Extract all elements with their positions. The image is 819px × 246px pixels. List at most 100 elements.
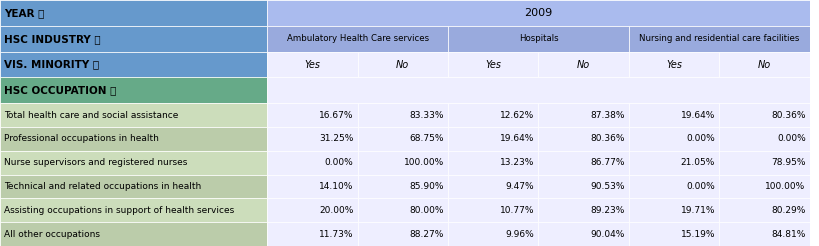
Text: Professional occupations in health: Professional occupations in health — [4, 135, 159, 143]
Bar — [538, 127, 629, 151]
Text: VIS. MINORITY ⓘ: VIS. MINORITY ⓘ — [4, 60, 99, 70]
Bar — [358, 199, 448, 222]
Text: 13.23%: 13.23% — [500, 158, 534, 167]
Text: 100.00%: 100.00% — [404, 158, 444, 167]
Text: 19.64%: 19.64% — [500, 135, 534, 143]
Bar — [719, 222, 810, 246]
Bar — [719, 175, 810, 199]
Bar — [0, 103, 267, 127]
Bar — [538, 199, 629, 222]
Bar — [629, 52, 719, 77]
Bar — [629, 127, 719, 151]
Text: 14.10%: 14.10% — [319, 182, 354, 191]
Bar — [0, 175, 267, 199]
Text: 78.95%: 78.95% — [771, 158, 806, 167]
Bar — [358, 127, 448, 151]
Text: HSC INDUSTRY ⓘ: HSC INDUSTRY ⓘ — [4, 34, 101, 44]
Bar — [629, 222, 719, 246]
Bar — [358, 151, 448, 175]
Text: Nursing and residential care facilities: Nursing and residential care facilities — [639, 34, 799, 43]
Bar — [629, 151, 719, 175]
Text: Nurse supervisors and registered nurses: Nurse supervisors and registered nurses — [4, 158, 188, 167]
Text: 0.00%: 0.00% — [686, 135, 715, 143]
Text: HSC OCCUPATION ⓘ: HSC OCCUPATION ⓘ — [4, 85, 116, 95]
Text: 31.25%: 31.25% — [319, 135, 354, 143]
Text: 0.00%: 0.00% — [777, 135, 806, 143]
Text: 12.62%: 12.62% — [500, 111, 534, 120]
Bar — [719, 52, 810, 77]
Text: 10.77%: 10.77% — [500, 206, 534, 215]
Text: 90.53%: 90.53% — [590, 182, 625, 191]
Text: 100.00%: 100.00% — [766, 182, 806, 191]
Text: 15.19%: 15.19% — [681, 230, 715, 239]
Bar — [538, 222, 629, 246]
Text: No: No — [758, 60, 771, 70]
Text: All other occupations: All other occupations — [4, 230, 100, 239]
Text: Ambulatory Health Care services: Ambulatory Health Care services — [287, 34, 428, 43]
Bar — [267, 77, 810, 103]
Text: 87.38%: 87.38% — [590, 111, 625, 120]
Bar — [629, 175, 719, 199]
Text: 19.64%: 19.64% — [681, 111, 715, 120]
Bar — [0, 77, 267, 103]
Text: 9.47%: 9.47% — [506, 182, 534, 191]
Bar — [267, 222, 358, 246]
Bar — [448, 222, 538, 246]
Text: 11.73%: 11.73% — [319, 230, 354, 239]
Bar — [358, 175, 448, 199]
Bar — [538, 103, 629, 127]
Bar — [719, 199, 810, 222]
Bar — [358, 222, 448, 246]
Text: 2009: 2009 — [524, 8, 553, 18]
Text: 80.29%: 80.29% — [771, 206, 806, 215]
Bar — [448, 127, 538, 151]
Bar — [0, 52, 267, 77]
Text: 90.04%: 90.04% — [590, 230, 625, 239]
Text: 0.00%: 0.00% — [325, 158, 354, 167]
Bar — [629, 26, 810, 52]
Bar — [448, 103, 538, 127]
Bar — [267, 0, 810, 26]
Text: 9.96%: 9.96% — [505, 230, 534, 239]
Bar — [448, 199, 538, 222]
Text: No: No — [396, 60, 410, 70]
Bar — [267, 26, 448, 52]
Text: 80.00%: 80.00% — [410, 206, 444, 215]
Bar — [0, 199, 267, 222]
Text: 86.77%: 86.77% — [590, 158, 625, 167]
Text: 0.00%: 0.00% — [686, 182, 715, 191]
Bar — [358, 103, 448, 127]
Text: 20.00%: 20.00% — [319, 206, 354, 215]
Text: 21.05%: 21.05% — [681, 158, 715, 167]
Text: Yes: Yes — [666, 60, 682, 70]
Bar — [448, 26, 629, 52]
Text: Hospitals: Hospitals — [518, 34, 559, 43]
Bar — [448, 175, 538, 199]
Bar — [719, 103, 810, 127]
Bar — [267, 151, 358, 175]
Bar — [538, 52, 629, 77]
Bar — [629, 199, 719, 222]
Text: 80.36%: 80.36% — [771, 111, 806, 120]
Text: Total health care and social assistance: Total health care and social assistance — [4, 111, 179, 120]
Bar — [719, 127, 810, 151]
Bar — [0, 127, 267, 151]
Bar — [0, 222, 267, 246]
Bar — [267, 199, 358, 222]
Bar — [267, 103, 358, 127]
Bar — [538, 175, 629, 199]
Text: YEAR ⓘ: YEAR ⓘ — [4, 8, 44, 18]
Bar — [267, 52, 358, 77]
Bar — [448, 52, 538, 77]
Bar — [267, 175, 358, 199]
Text: 19.71%: 19.71% — [681, 206, 715, 215]
Bar — [0, 0, 267, 26]
Bar — [267, 127, 358, 151]
Bar — [358, 52, 448, 77]
Text: 68.75%: 68.75% — [410, 135, 444, 143]
Bar — [629, 103, 719, 127]
Text: 80.36%: 80.36% — [590, 135, 625, 143]
Bar — [0, 151, 267, 175]
Bar — [0, 26, 267, 52]
Bar — [448, 151, 538, 175]
